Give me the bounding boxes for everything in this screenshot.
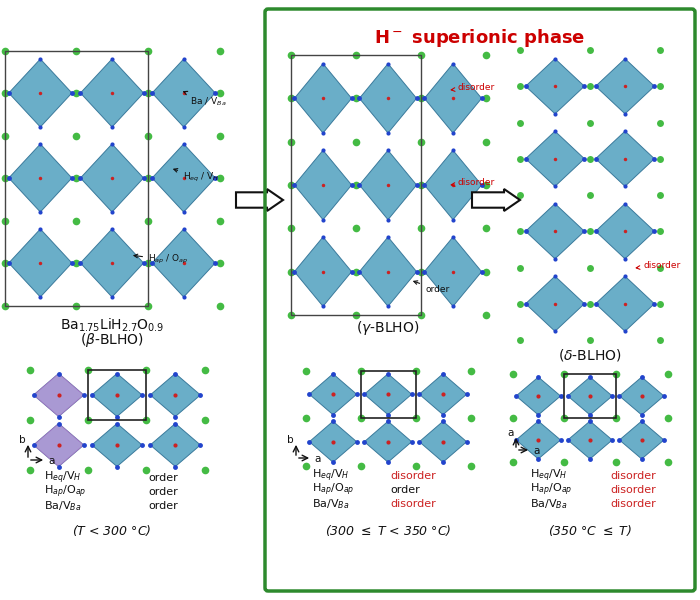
Text: order: order — [148, 501, 178, 511]
Polygon shape — [34, 424, 84, 467]
Text: disorder: disorder — [610, 485, 656, 495]
Bar — [88, 370, 146, 420]
Text: b: b — [20, 435, 26, 445]
Polygon shape — [359, 237, 416, 307]
Text: disorder: disorder — [610, 471, 656, 481]
Polygon shape — [80, 144, 144, 212]
Polygon shape — [472, 189, 520, 211]
Polygon shape — [424, 64, 482, 133]
Text: disorder: disorder — [636, 261, 680, 270]
Polygon shape — [526, 276, 584, 331]
Polygon shape — [150, 424, 200, 467]
Text: (300 $\leq$ $T$ < 350 °C): (300 $\leq$ $T$ < 350 °C) — [325, 523, 452, 538]
Polygon shape — [419, 421, 467, 462]
Text: order: order — [414, 281, 449, 294]
Polygon shape — [34, 373, 84, 416]
Polygon shape — [365, 421, 412, 462]
Polygon shape — [309, 374, 356, 415]
Text: a: a — [508, 428, 514, 438]
Text: H$_{eq}$/V$_H$: H$_{eq}$/V$_H$ — [312, 468, 349, 484]
Text: ($\delta$-BLHO): ($\delta$-BLHO) — [558, 347, 622, 363]
Polygon shape — [359, 64, 416, 133]
Text: disorder: disorder — [390, 499, 435, 509]
Polygon shape — [150, 373, 200, 416]
Polygon shape — [236, 189, 283, 211]
Text: Ba/V$_{Ba}$: Ba/V$_{Ba}$ — [530, 497, 568, 511]
Text: H$_{ap}$/O$_{ap}$: H$_{ap}$/O$_{ap}$ — [44, 484, 86, 500]
Text: disorder: disorder — [610, 499, 656, 509]
Text: H$_{ap}$/O$_{ap}$: H$_{ap}$/O$_{ap}$ — [312, 482, 354, 498]
Text: disorder: disorder — [452, 178, 496, 187]
Text: H$_{ap}$ / O$_{ap}$: H$_{ap}$ / O$_{ap}$ — [134, 253, 188, 266]
Text: a: a — [48, 456, 55, 466]
Polygon shape — [365, 374, 412, 415]
Text: (350 °C $\leq$ $T$): (350 °C $\leq$ $T$) — [548, 523, 632, 538]
Polygon shape — [424, 151, 482, 220]
Polygon shape — [359, 151, 416, 220]
Polygon shape — [526, 59, 584, 114]
Bar — [4, 50, 148, 305]
Text: a: a — [314, 454, 321, 464]
Text: disorder: disorder — [390, 471, 435, 481]
Polygon shape — [516, 421, 561, 459]
Text: Ba/V$_{Ba}$: Ba/V$_{Ba}$ — [312, 497, 349, 511]
Text: H$_{eq}$/V$_H$: H$_{eq}$/V$_H$ — [530, 468, 568, 484]
Polygon shape — [620, 377, 664, 415]
Text: order: order — [148, 487, 178, 497]
Polygon shape — [295, 237, 351, 307]
Polygon shape — [34, 424, 84, 467]
Text: order: order — [148, 473, 178, 483]
Polygon shape — [152, 229, 215, 297]
Polygon shape — [92, 373, 142, 416]
Text: ($\beta$-BLHO): ($\beta$-BLHO) — [80, 331, 144, 349]
Text: Ba/V$_{Ba}$: Ba/V$_{Ba}$ — [44, 499, 81, 513]
Polygon shape — [295, 64, 351, 133]
Text: H$_{eq}$ / V$_H$: H$_{eq}$ / V$_H$ — [174, 169, 220, 185]
Polygon shape — [9, 229, 72, 297]
Polygon shape — [596, 131, 654, 186]
Polygon shape — [596, 203, 654, 259]
Polygon shape — [309, 421, 356, 462]
Polygon shape — [34, 373, 84, 416]
Polygon shape — [596, 276, 654, 331]
Text: Ba / V$_{Ba}$: Ba / V$_{Ba}$ — [183, 91, 227, 109]
Polygon shape — [526, 131, 584, 186]
Text: H$_{ap}$/O$_{ap}$: H$_{ap}$/O$_{ap}$ — [530, 482, 573, 498]
Text: Ba$_{1.75}$LiH$_{2.7}$O$_{0.9}$: Ba$_{1.75}$LiH$_{2.7}$O$_{0.9}$ — [60, 316, 164, 334]
Bar — [360, 370, 416, 418]
Polygon shape — [9, 144, 72, 212]
Polygon shape — [568, 377, 612, 415]
Polygon shape — [152, 144, 215, 212]
Polygon shape — [9, 59, 72, 127]
Polygon shape — [419, 374, 467, 415]
Polygon shape — [568, 421, 612, 459]
Polygon shape — [80, 229, 144, 297]
Polygon shape — [596, 59, 654, 114]
Polygon shape — [620, 421, 664, 459]
Polygon shape — [516, 377, 561, 415]
Text: H$_{eq}$/V$_H$: H$_{eq}$/V$_H$ — [44, 470, 82, 486]
Text: ($T$ < 300 °C): ($T$ < 300 °C) — [72, 523, 152, 538]
Polygon shape — [526, 203, 584, 259]
Bar — [290, 55, 421, 315]
Polygon shape — [92, 424, 142, 467]
Text: H$^-$ superionic phase: H$^-$ superionic phase — [374, 27, 586, 49]
Bar — [564, 374, 616, 418]
Polygon shape — [424, 237, 482, 307]
Text: disorder: disorder — [452, 83, 496, 92]
Text: a: a — [533, 446, 540, 456]
Polygon shape — [80, 59, 144, 127]
Text: b: b — [288, 435, 294, 445]
Text: ($\gamma$-BLHO): ($\gamma$-BLHO) — [356, 319, 420, 337]
Text: order: order — [390, 485, 420, 495]
Polygon shape — [152, 59, 215, 127]
Polygon shape — [295, 151, 351, 220]
